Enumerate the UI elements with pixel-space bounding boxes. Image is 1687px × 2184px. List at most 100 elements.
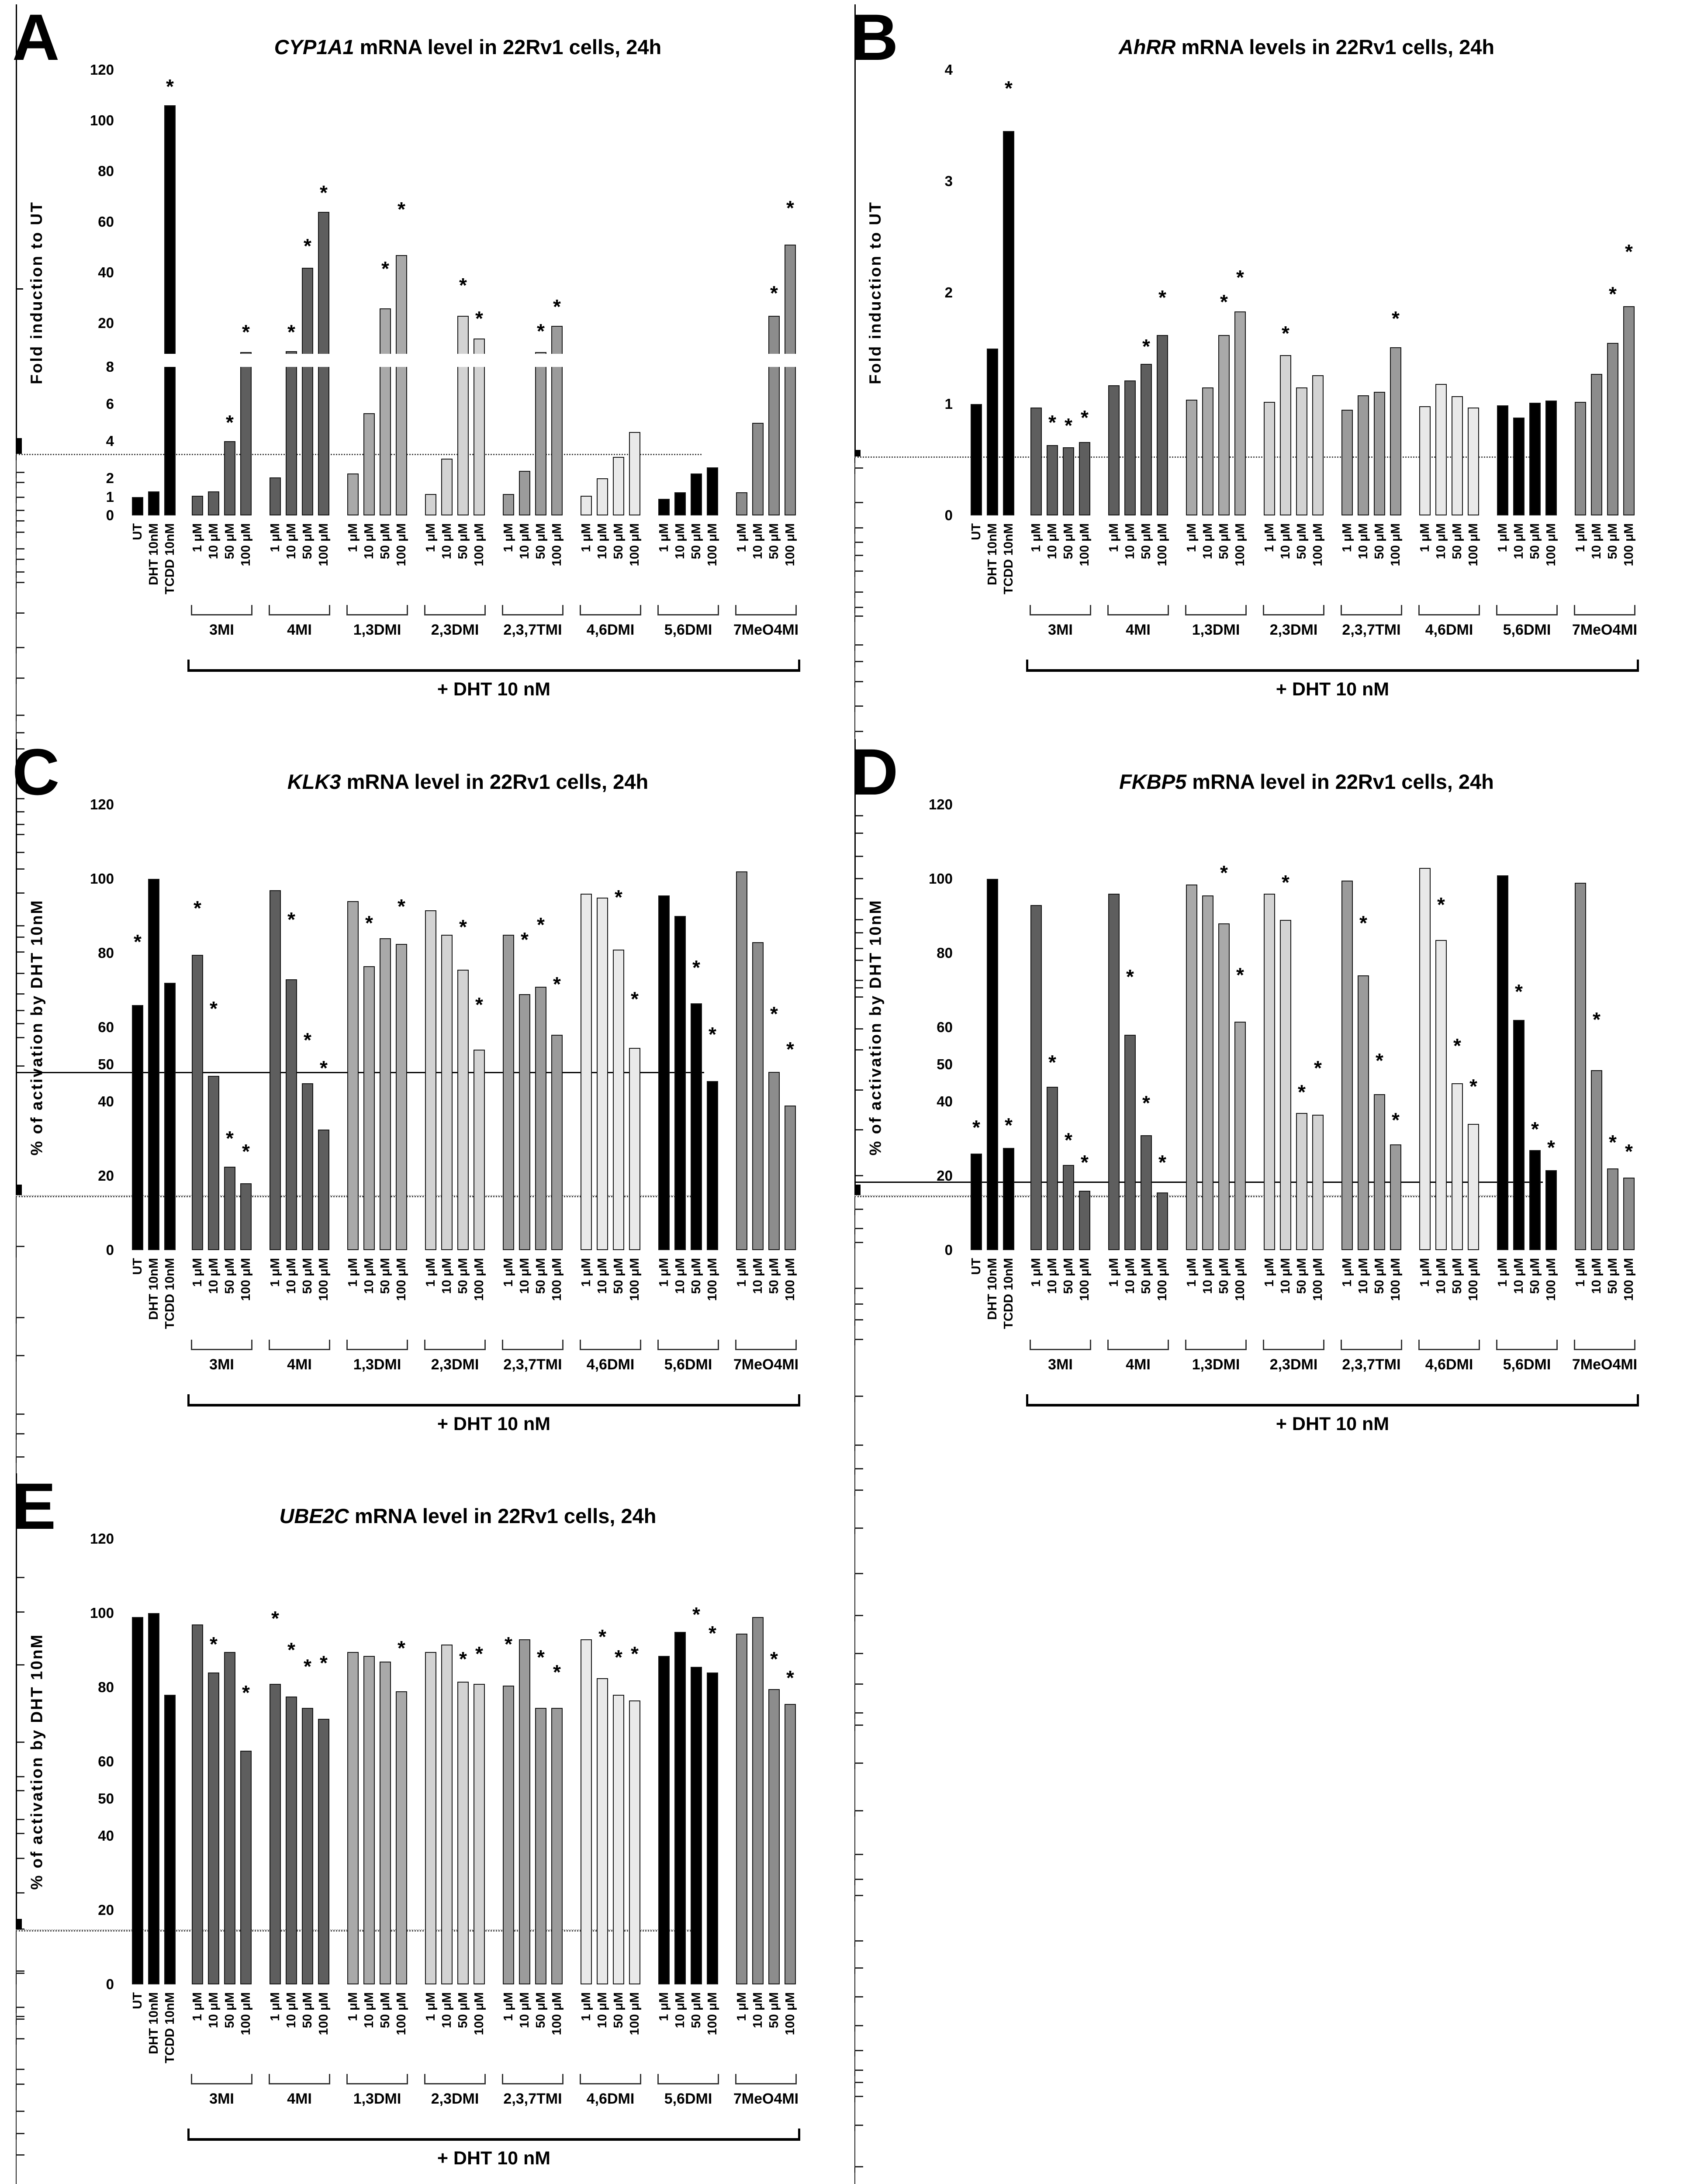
x-tick-label: 10 μM bbox=[440, 1992, 454, 2028]
x-tick-label: 50 μM bbox=[1139, 1258, 1153, 1294]
x-axis-line bbox=[16, 1071, 704, 1073]
error-bar bbox=[854, 1294, 855, 1303]
significance-star: * bbox=[553, 295, 561, 318]
error-bar-cap bbox=[854, 2050, 863, 2051]
x-axis-tick bbox=[854, 2125, 855, 2131]
y-axis-tick-label: 120 bbox=[90, 1531, 114, 1547]
significance-star: * bbox=[692, 956, 700, 979]
x-tick-label: 1 μM bbox=[579, 1992, 593, 2022]
error-bar-cap bbox=[854, 1175, 863, 1176]
x-tick-label: 1 μM bbox=[501, 1258, 515, 1287]
x-axis-tick bbox=[16, 549, 17, 555]
group-label: 7MeO4MI bbox=[1572, 1356, 1638, 1373]
significance-star: * bbox=[1469, 1075, 1477, 1098]
bar bbox=[1280, 355, 1291, 515]
x-tick-label: 50 μM bbox=[1295, 523, 1309, 560]
group-bracket bbox=[502, 2074, 563, 2084]
significance-star: * bbox=[1048, 411, 1056, 434]
significance-star: * bbox=[770, 1648, 778, 1671]
y-axis-tick bbox=[16, 1923, 22, 1924]
x-axis-tick bbox=[854, 2070, 855, 2076]
chart-title: KLK3 mRNA level in 22Rv1 cells, 24h bbox=[125, 770, 811, 794]
significance-star: * bbox=[398, 198, 405, 221]
error-bar bbox=[16, 503, 17, 510]
x-tick-label: 100 μM bbox=[550, 1258, 564, 1301]
y-axis-tick-label: 50 bbox=[98, 1056, 114, 1072]
x-tick-label: 10 μM bbox=[1434, 1258, 1448, 1294]
x-axis-tick bbox=[16, 455, 17, 460]
panel-letter: A bbox=[12, 0, 60, 74]
error-bar bbox=[854, 651, 855, 661]
bar bbox=[785, 245, 796, 354]
x-tick-label: 100 μM bbox=[1544, 1258, 1558, 1301]
x-tick-label: 1 μM bbox=[579, 523, 593, 553]
bar bbox=[425, 494, 436, 515]
error-bar-cap bbox=[16, 2018, 24, 2020]
error-bar-cap bbox=[16, 1664, 24, 1666]
x-axis-tick bbox=[16, 1414, 17, 1420]
bar bbox=[457, 315, 469, 354]
y-axis-tick-label: 120 bbox=[90, 62, 114, 78]
bar bbox=[270, 1683, 281, 1984]
significance-star: * bbox=[1220, 861, 1228, 885]
x-axis-tick bbox=[854, 592, 855, 598]
bar bbox=[1623, 306, 1635, 515]
significance-star: * bbox=[1453, 1034, 1461, 1057]
error-bar bbox=[854, 1946, 855, 1967]
bar bbox=[1079, 442, 1090, 515]
error-bar-cap bbox=[16, 2084, 24, 2085]
bar bbox=[1264, 894, 1275, 1250]
significance-star: * bbox=[598, 1625, 606, 1648]
x-tick-label: 50 μM bbox=[1528, 523, 1542, 560]
error-bar-cap bbox=[854, 1853, 863, 1855]
x-tick-label: 100 μM bbox=[1466, 523, 1480, 567]
bar bbox=[1296, 1113, 1307, 1250]
group-label: 4,6DMI bbox=[586, 622, 635, 638]
significance-star: * bbox=[1392, 307, 1400, 330]
significance-star: * bbox=[553, 973, 561, 996]
error-bar-cap bbox=[854, 878, 863, 880]
x-tick-label: 50 μM bbox=[767, 1258, 781, 1294]
x-tick-label: 10 μM bbox=[751, 1258, 765, 1294]
significance-star: * bbox=[1005, 76, 1013, 100]
error-bar bbox=[16, 653, 17, 678]
x-axis-tick bbox=[16, 2008, 17, 2013]
x-axis-tick bbox=[854, 1209, 855, 1215]
x-tick-label: 1 μM bbox=[501, 523, 515, 553]
group-label: 4MI bbox=[287, 2091, 312, 2107]
y-axis-tick-label: 1 bbox=[106, 488, 114, 505]
x-tick-label: 1 μM bbox=[1185, 1258, 1199, 1287]
x-axis-tick bbox=[854, 682, 855, 688]
error-bar-cap bbox=[16, 811, 24, 813]
group-bracket bbox=[1185, 605, 1247, 615]
x-tick-label: 50 μM bbox=[378, 523, 392, 560]
error-bar-cap bbox=[16, 770, 24, 771]
bar bbox=[302, 367, 313, 515]
significance-star: * bbox=[287, 1638, 295, 1661]
group-label: 4MI bbox=[1126, 1356, 1151, 1373]
group-label: 1,3DMI bbox=[353, 2091, 401, 2107]
error-bar bbox=[854, 1885, 855, 1895]
error-bar-cap bbox=[854, 615, 863, 617]
bar bbox=[148, 879, 159, 1250]
error-bar bbox=[854, 622, 855, 645]
group-bracket bbox=[1418, 605, 1480, 615]
x-tick-label: 50 μM bbox=[1061, 523, 1075, 560]
y-axis-tick bbox=[16, 443, 22, 445]
x-axis-tick bbox=[854, 1528, 855, 1534]
bar bbox=[1030, 407, 1042, 515]
bar bbox=[425, 1652, 436, 1984]
error-bar-cap bbox=[16, 2110, 24, 2112]
error-bar bbox=[16, 478, 17, 482]
bar bbox=[1341, 409, 1353, 515]
bar bbox=[707, 1673, 718, 1984]
chart-panel-e: E UBE2C mRNA level in 22Rv1 cells, 24h% o… bbox=[12, 1473, 828, 2184]
significance-star: * bbox=[459, 915, 467, 938]
significance-star: * bbox=[1392, 1108, 1400, 1131]
x-tick-label: 50 μM bbox=[1606, 1258, 1620, 1294]
bar bbox=[503, 1685, 514, 1984]
group-bracket bbox=[1185, 1340, 1247, 1350]
bar bbox=[363, 413, 375, 515]
x-tick-label: 100 μM bbox=[1155, 1258, 1169, 1301]
bar bbox=[551, 326, 563, 354]
